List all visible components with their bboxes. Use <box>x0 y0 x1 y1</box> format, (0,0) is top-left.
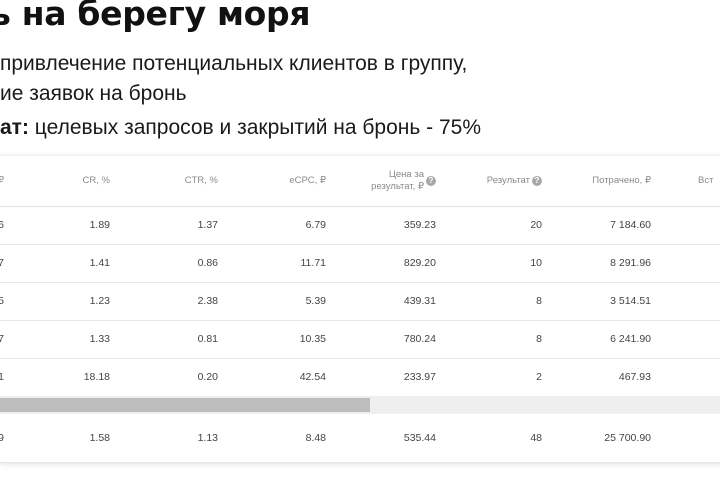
col-header-cut[interactable]: ₽ <box>0 175 4 186</box>
col-header-ctr[interactable]: CTR, % <box>184 175 218 186</box>
cell-result: 8 <box>536 333 542 345</box>
totals-row: 9 1.58 1.13 8.48 535.44 48 25 700.90 <box>0 414 720 462</box>
table-row[interactable]: 7 1.41 0.86 11.71 829.20 10 8 291.96 <box>0 244 720 283</box>
cell-price: 233.97 <box>403 371 436 383</box>
cell-cut: 1 <box>0 371 4 383</box>
cell-cr: 1.89 <box>89 219 110 231</box>
cell-result: 20 <box>530 219 542 231</box>
cell-ctr: 0.86 <box>197 257 218 269</box>
table-row[interactable]: 5 1.23 2.38 5.39 439.31 8 3 514.51 <box>0 282 720 321</box>
cell-price: 439.31 <box>403 295 436 307</box>
col-header-result[interactable]: Результат? <box>458 156 542 206</box>
total-price: 535.44 <box>403 432 436 444</box>
cell-ecpc: 11.71 <box>300 257 327 269</box>
price-header-line1: Цена за <box>388 169 424 180</box>
total-cut: 9 <box>0 432 4 444</box>
cell-cut: 7 <box>0 333 4 345</box>
cell-result: 2 <box>536 371 542 383</box>
scrollbar-thumb[interactable] <box>0 398 370 412</box>
page-title: ь на берегу моря <box>0 0 311 33</box>
cell-cr: 1.41 <box>89 257 110 269</box>
table-row[interactable]: 6 1.89 1.37 6.79 359.23 20 7 184.60 <box>0 206 720 245</box>
stats-table: ₽ CR, % CTR, % eCPC, ₽ Цена за результат… <box>0 156 720 462</box>
total-spent: 25 700.90 <box>604 432 651 444</box>
result-text: целевых запросов и закрытий на бронь - 7… <box>28 116 482 139</box>
cell-cut: 6 <box>0 219 4 231</box>
cell-ctr: 1.37 <box>197 219 218 231</box>
total-result: 48 <box>530 432 542 444</box>
table-row[interactable]: 1 18.18 0.20 42.54 233.97 2 467.93 <box>0 358 720 397</box>
cell-spent: 7 184.60 <box>610 219 651 231</box>
result-header-label: Результат <box>486 175 530 186</box>
cell-result: 8 <box>536 295 542 307</box>
goal-line-continued: ие заявок на бронь <box>0 82 187 105</box>
help-icon[interactable]: ? <box>426 176 436 186</box>
cell-ecpc: 6.79 <box>305 219 326 231</box>
cell-price: 780.24 <box>403 333 436 345</box>
goal-line: привлечение потенциальных клиентов в гру… <box>0 52 468 75</box>
col-header-spent[interactable]: Потрачено, ₽ <box>592 175 651 186</box>
result-line: ат: целевых запросов и закрытий на бронь… <box>0 116 481 140</box>
cell-price: 359.23 <box>403 219 436 231</box>
cell-price: 829.20 <box>403 257 436 269</box>
cell-ctr: 2.38 <box>197 295 218 307</box>
col-header-price[interactable]: Цена за результат, ₽ ? <box>348 156 436 206</box>
help-icon[interactable]: ? <box>532 176 542 186</box>
cell-cr: 18.18 <box>83 371 110 383</box>
table-row[interactable]: 7 1.33 0.81 10.35 780.24 8 6 241.90 <box>0 320 720 359</box>
cell-ctr: 0.20 <box>197 371 218 383</box>
horizontal-scrollbar[interactable] <box>0 396 720 414</box>
cell-cr: 1.33 <box>89 333 110 345</box>
col-header-ecpc[interactable]: eCPC, ₽ <box>289 175 326 186</box>
total-cr: 1.58 <box>89 432 110 444</box>
cell-spent: 6 241.90 <box>610 333 651 345</box>
cell-cr: 1.23 <box>89 295 110 307</box>
col-header-cr[interactable]: CR, % <box>82 175 110 186</box>
cell-cut: 5 <box>0 295 4 307</box>
cell-result: 10 <box>530 257 542 269</box>
price-header-line2: результат, ₽ <box>371 181 424 192</box>
col-header-cut-right[interactable]: Вст <box>698 175 714 186</box>
cell-ecpc: 5.39 <box>305 295 326 307</box>
table-header: ₽ CR, % CTR, % eCPC, ₽ Цена за результат… <box>0 156 720 207</box>
cell-ctr: 0.81 <box>197 333 218 345</box>
cell-ecpc: 42.54 <box>299 371 326 383</box>
result-label: ат: <box>0 116 29 139</box>
total-ecpc: 8.48 <box>305 432 326 444</box>
cell-spent: 3 514.51 <box>610 295 651 307</box>
cell-cut: 7 <box>0 257 4 269</box>
cell-spent: 467.93 <box>618 371 651 383</box>
cell-spent: 8 291.96 <box>610 257 651 269</box>
cell-ecpc: 10.35 <box>299 333 326 345</box>
total-ctr: 1.13 <box>197 432 218 444</box>
